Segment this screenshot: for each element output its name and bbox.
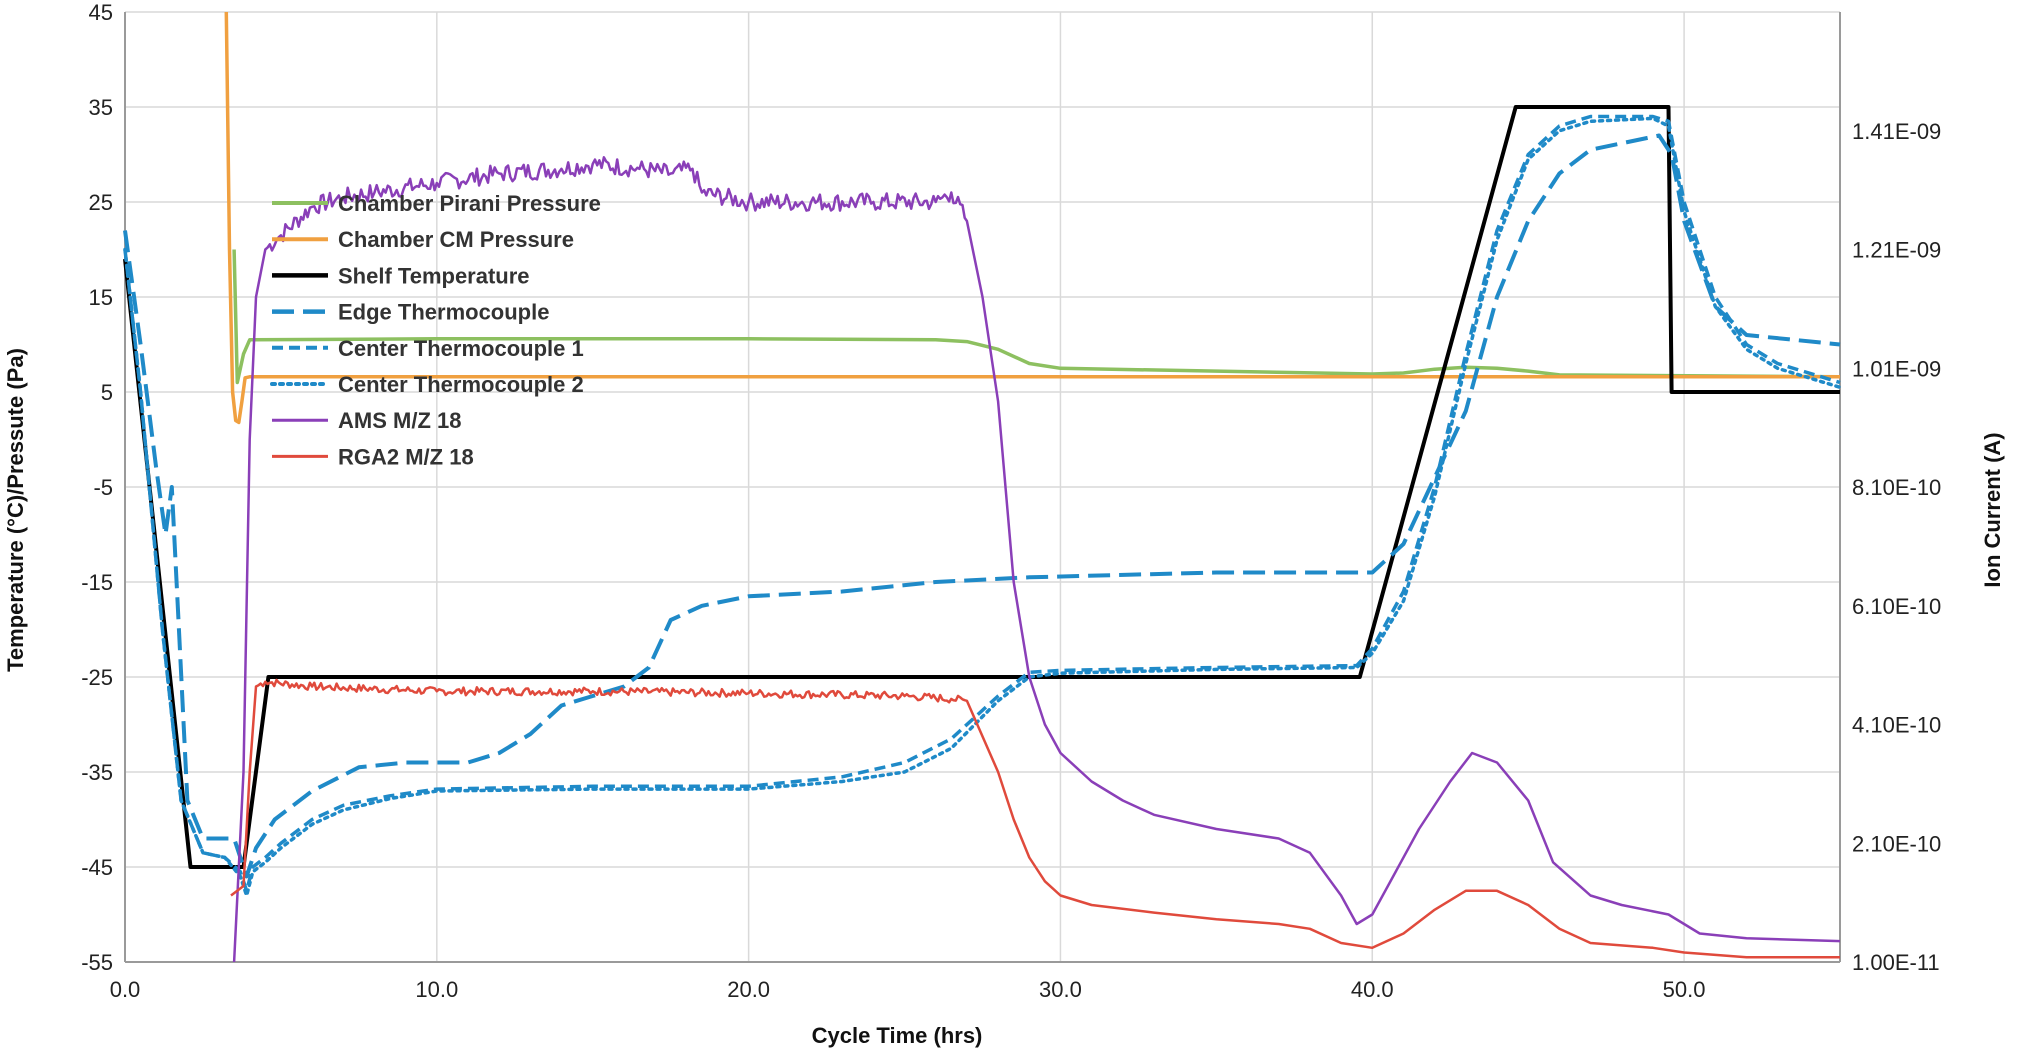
- y-left-tick-label: 35: [89, 95, 113, 120]
- x-tick-label: 40.0: [1351, 977, 1394, 1002]
- series-line-8: [230, 678, 1840, 959]
- y-left-tick-label: -45: [81, 855, 113, 880]
- series-layer: [123, 11, 1842, 963]
- tick-labels: 0.0 10.0 20.0 30.0 40.0 50.0 45 35 25 15 5 -5 -15 -25…: [81, 0, 1941, 1002]
- legend-label: AMS M/Z 18: [338, 408, 461, 433]
- y-left-tick-label: -25: [81, 665, 113, 690]
- y-axis-left-title: Temperature (°C)/Pressute (Pa): [3, 348, 28, 672]
- series-line-3: [123, 105, 1840, 869]
- series-line-4: [123, 133, 1841, 879]
- x-tick-label: 0.0: [110, 977, 141, 1002]
- axes-layer: [124, 12, 1841, 963]
- y-right-tick-label: 1.00E-11: [1852, 950, 1940, 975]
- y-left-tick-label: 45: [89, 0, 113, 25]
- y-left-tick-label: 5: [101, 380, 113, 405]
- x-tick-label: 20.0: [727, 977, 770, 1002]
- y-left-tick-label: 25: [89, 190, 113, 215]
- y-right-tick-label: 6.10E-10: [1852, 594, 1941, 619]
- y-left-tick-label: -55: [81, 950, 113, 975]
- legend-label: Center Thermocouple 1: [338, 336, 584, 361]
- series-line-2: [224, 11, 1840, 425]
- legend: Chamber Pirani Pressure Chamber CM Pressu…: [270, 191, 601, 469]
- y-left-tick-label: -35: [81, 760, 113, 785]
- y-right-tick-label: 2.10E-10: [1852, 831, 1941, 856]
- y-axis-right-title: Ion Current (A): [1980, 432, 2005, 587]
- x-tick-label: 30.0: [1039, 977, 1082, 1002]
- series-line-7: [232, 156, 1841, 963]
- y-right-tick-label: 1.01E-09: [1852, 356, 1941, 381]
- x-axis-title: Cycle Time (hrs): [812, 1023, 983, 1048]
- y-left-tick-label: -15: [81, 570, 113, 595]
- legend-label: RGA2 M/Z 18: [338, 444, 474, 469]
- y-right-tick-label: 4.10E-10: [1852, 713, 1941, 738]
- y-left-tick-label: -5: [93, 475, 113, 500]
- y-right-tick-label: 1.21E-09: [1852, 238, 1941, 263]
- y-right-tick-label: 1.41E-09: [1852, 119, 1941, 144]
- y-right-tick-label: 8.10E-10: [1852, 475, 1941, 500]
- legend-label: Center Thermocouple 2: [338, 372, 584, 397]
- y-left-tick-label: 15: [89, 285, 113, 310]
- legend-label: Chamber CM Pressure: [338, 227, 574, 252]
- x-tick-label: 10.0: [415, 977, 458, 1002]
- series-line-1: [232, 249, 1841, 385]
- legend-label: Shelf Temperature: [338, 263, 530, 288]
- legend-label: Chamber Pirani Pressure: [338, 191, 601, 216]
- legend-label: Edge Thermocouple: [338, 300, 549, 325]
- x-tick-label: 50.0: [1663, 977, 1706, 1002]
